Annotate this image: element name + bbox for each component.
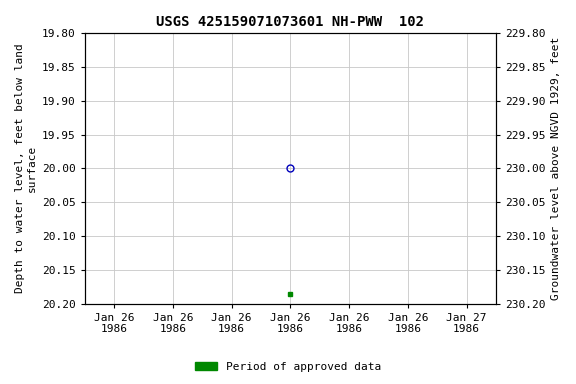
Y-axis label: Depth to water level, feet below land
surface: Depth to water level, feet below land su… <box>15 43 37 293</box>
Y-axis label: Groundwater level above NGVD 1929, feet: Groundwater level above NGVD 1929, feet <box>551 37 561 300</box>
Legend: Period of approved data: Period of approved data <box>191 358 385 377</box>
Title: USGS 425159071073601 NH-PWW  102: USGS 425159071073601 NH-PWW 102 <box>157 15 425 29</box>
